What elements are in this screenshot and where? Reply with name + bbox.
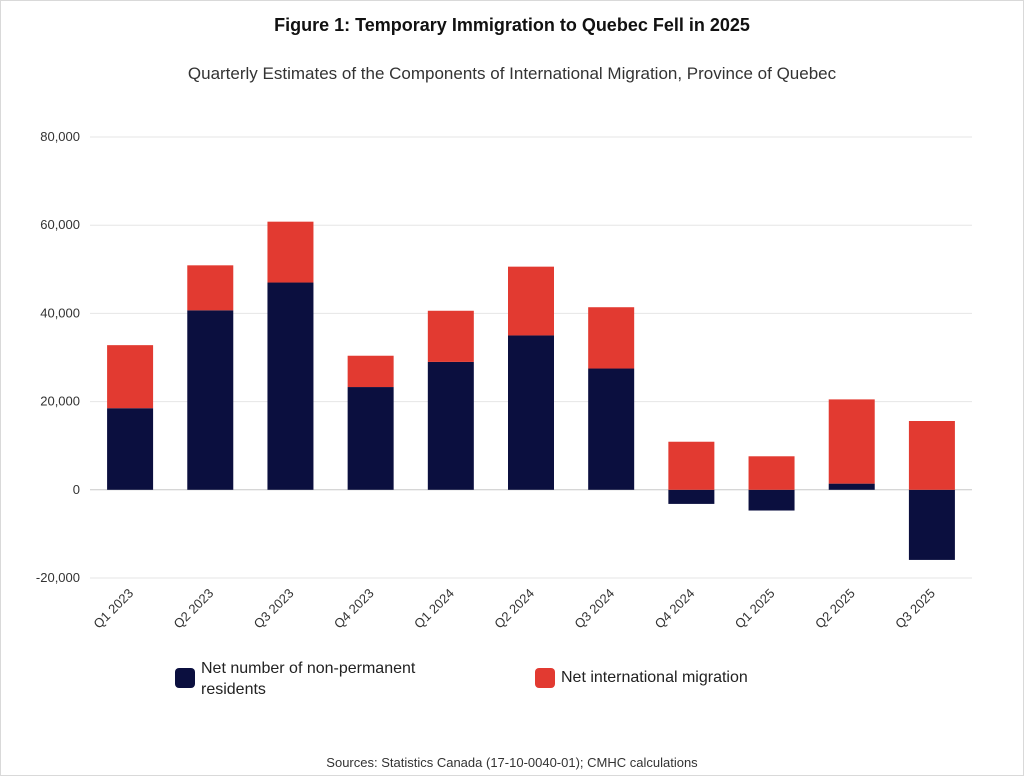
y-tick-label: -20,000 <box>36 570 80 585</box>
legend-swatch-npr <box>175 668 195 688</box>
bar-npr <box>588 368 635 490</box>
bar-nim <box>908 421 955 490</box>
x-tick-label: Q3 2025 <box>892 586 938 632</box>
bar-npr <box>187 310 234 490</box>
bar-npr <box>267 282 314 490</box>
x-tick-label: Q2 2025 <box>812 586 858 632</box>
bar-nim <box>107 345 154 409</box>
x-tick-label: Q3 2023 <box>251 586 297 632</box>
bar-npr <box>668 489 715 504</box>
x-tick-label: Q1 2025 <box>732 586 778 632</box>
y-tick-label: 80,000 <box>40 129 80 144</box>
bar-nim <box>508 266 554 336</box>
x-tick-label: Q2 2023 <box>171 586 217 632</box>
x-tick-label: Q2 2024 <box>491 586 537 632</box>
legend-label-nim: Net international migration <box>561 669 748 686</box>
legend-item-nim: Net international migration <box>535 658 835 688</box>
bar-nim <box>668 441 715 490</box>
bar-nim <box>187 265 234 311</box>
legend-item-npr: Net number of non-permanent residents <box>175 658 455 700</box>
x-tick-label: Q3 2024 <box>571 586 617 632</box>
bar-npr <box>748 489 795 511</box>
chart-subtitle: Quarterly Estimates of the Components of… <box>187 64 837 83</box>
x-tick-label: Q4 2023 <box>331 586 377 632</box>
chart-title: Figure 1: Temporary Immigration to Quebe… <box>274 15 750 35</box>
x-tick-label: Q1 2023 <box>90 586 136 632</box>
x-tick-label: Q4 2024 <box>652 586 698 632</box>
bar-npr <box>427 361 474 490</box>
legend-swatch-nim <box>535 668 555 688</box>
bar-npr <box>828 483 875 490</box>
bar-nim <box>267 221 314 283</box>
chart-legend: Net number of non-permanent residents Ne… <box>0 658 1024 702</box>
bar-nim <box>347 355 394 388</box>
bar-nim <box>427 310 474 362</box>
y-tick-label: 0 <box>73 482 80 497</box>
chart-plot-area: -20,000 0 20,000 40,000 60,000 80,000 Q1 2023 Q… <box>36 129 972 632</box>
bar-nim <box>748 456 795 490</box>
y-tick-label: 40,000 <box>40 305 80 320</box>
x-tick-label: Q1 2024 <box>411 586 457 632</box>
bar-nim <box>588 307 635 369</box>
bar-npr <box>508 335 554 490</box>
legend-label-npr: Net number of non-permanent residents <box>201 660 416 698</box>
y-tick-label: 60,000 <box>40 217 80 232</box>
source-note: Sources: Statistics Canada (17-10-0040-0… <box>326 755 698 770</box>
bar-npr <box>347 387 394 490</box>
bar-nim <box>828 399 875 484</box>
bar-npr <box>908 489 955 560</box>
y-tick-label: 20,000 <box>40 394 80 409</box>
bar-npr <box>107 408 154 490</box>
